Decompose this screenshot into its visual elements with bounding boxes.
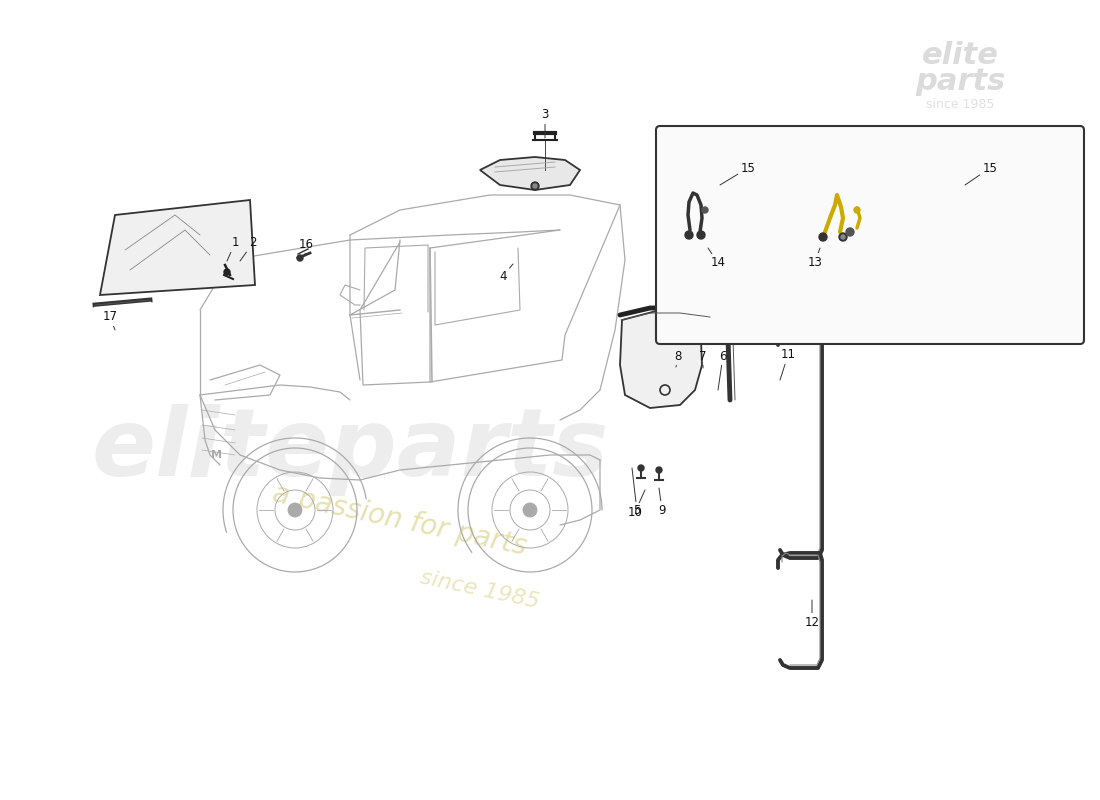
Circle shape [685,231,693,239]
Text: 7: 7 [700,350,706,368]
Text: 15: 15 [720,162,756,185]
Circle shape [638,465,644,471]
FancyBboxPatch shape [656,126,1084,344]
Circle shape [531,182,539,190]
Text: 11: 11 [780,349,795,380]
Circle shape [820,233,827,241]
Text: 8: 8 [674,350,682,367]
Text: since 1985: since 1985 [926,98,994,110]
Text: 12: 12 [804,600,820,629]
Circle shape [522,503,537,517]
Text: 2: 2 [240,237,256,261]
Circle shape [534,184,537,188]
Circle shape [839,233,847,241]
Circle shape [288,503,302,517]
Text: 13: 13 [807,248,823,269]
Text: M: M [211,450,222,460]
Text: 3: 3 [541,109,549,138]
Polygon shape [480,157,580,190]
Circle shape [224,269,230,275]
Text: eliteparts: eliteparts [91,404,608,496]
Circle shape [854,207,860,213]
Text: 15: 15 [965,162,998,185]
Circle shape [846,228,854,236]
Text: 5: 5 [632,468,640,518]
Circle shape [656,467,662,473]
Polygon shape [100,200,255,295]
Text: 1: 1 [227,237,239,261]
Circle shape [697,231,705,239]
Text: parts: parts [915,67,1005,97]
Text: 14: 14 [708,248,726,270]
Text: 16: 16 [298,238,314,256]
Text: 6: 6 [718,350,727,390]
Circle shape [702,207,708,213]
Text: 10: 10 [628,490,645,518]
Text: 4: 4 [499,264,513,282]
Text: elite: elite [922,41,999,70]
Circle shape [842,235,845,239]
Text: 17: 17 [102,310,118,330]
Text: 9: 9 [658,488,666,517]
Circle shape [297,255,302,261]
Polygon shape [620,310,702,408]
Text: since 1985: since 1985 [418,567,541,613]
Text: a passion for parts: a passion for parts [271,479,529,561]
